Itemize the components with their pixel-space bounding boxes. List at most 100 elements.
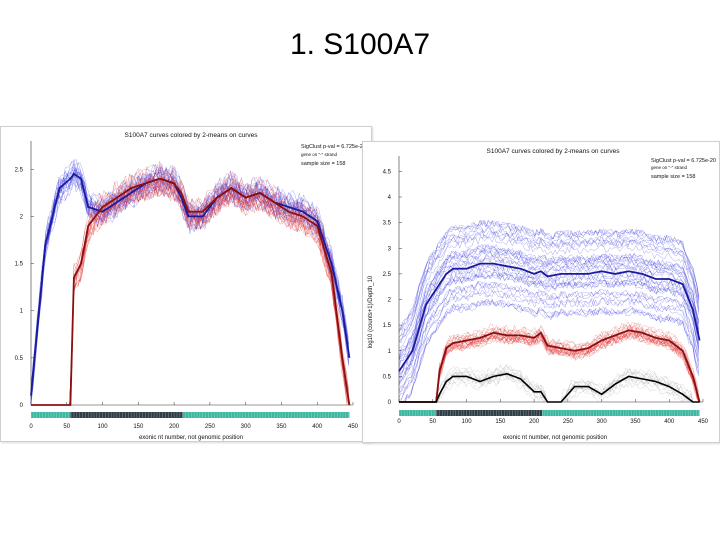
- sample-curve: [30, 159, 349, 381]
- sample-curve: [398, 271, 700, 386]
- x-axis-label: exonic nt number, not genomic position: [503, 435, 607, 441]
- sample-curve: [399, 332, 700, 403]
- sample-curve: [398, 227, 700, 339]
- sample-curve: [399, 333, 700, 403]
- sample-curve: [31, 185, 349, 406]
- exon-strip-segment: [399, 410, 437, 416]
- sample-curve: [31, 182, 349, 406]
- sample-curve: [30, 158, 349, 390]
- y-tick-label: 1: [20, 309, 24, 315]
- y-tick-label: 1.5: [15, 262, 24, 268]
- x-tick-label: 100: [462, 419, 473, 425]
- sample-curve: [31, 181, 349, 406]
- sample-curve: [398, 229, 700, 341]
- sample-curve: [30, 166, 349, 391]
- mean-curve: [399, 372, 700, 403]
- x-tick-label: 200: [529, 419, 540, 425]
- sample-curve: [398, 243, 700, 359]
- sample-curve: [398, 271, 700, 386]
- x-tick-label: 150: [495, 419, 506, 425]
- sample-curve: [398, 281, 700, 394]
- mean-curve: [31, 177, 351, 406]
- info-box: SigClust p-val = 6.725e-20 gene on "-" s…: [301, 144, 366, 167]
- sample-curve: [398, 267, 700, 380]
- info-box: SigClust p-val = 6.725e-20 gene on "-" s…: [651, 158, 716, 180]
- y-tick-label: 2.5: [383, 272, 392, 278]
- sample-curve: [399, 321, 700, 403]
- mean-curve: [30, 172, 351, 396]
- y-tick-label: 2.5: [15, 167, 24, 173]
- sample-curve: [398, 246, 700, 359]
- chart-left-svg: S100A7 curves colored by 2-means on curv…: [15, 132, 366, 441]
- y-tick-label: 2: [388, 298, 392, 304]
- y-tick-label: 0: [20, 403, 24, 409]
- sample-curve: [398, 254, 700, 369]
- x-tick-label: 50: [63, 424, 70, 430]
- sample-curve: [398, 281, 700, 393]
- sample-curve: [398, 250, 700, 361]
- exon-strip-segment: [436, 410, 543, 416]
- sample-curve: [398, 235, 700, 349]
- sample-curve: [398, 253, 700, 365]
- x-tick-label: 0: [397, 419, 401, 425]
- y-tick-label: 3: [388, 246, 392, 252]
- sample-curve: [31, 184, 349, 406]
- x-tick-label: 250: [563, 419, 574, 425]
- sample-curve: [399, 332, 700, 403]
- y-tick-label: 2: [20, 214, 24, 220]
- sample-curve: [398, 219, 700, 334]
- sample-curve: [398, 285, 700, 399]
- x-tick-label: 350: [276, 424, 287, 430]
- chart-panel-right: S100A7 curves colored by 2-means on curv…: [362, 141, 720, 443]
- sample-curve: [31, 186, 349, 406]
- sample-size-text: sample size = 158: [301, 161, 345, 167]
- mean-curve: [398, 262, 701, 372]
- sample-curve: [30, 172, 349, 397]
- sample-curve: [398, 225, 700, 337]
- exon-strip-segment: [182, 412, 350, 418]
- sample-curve: [398, 247, 700, 359]
- x-tick-label: 0: [29, 424, 33, 430]
- y-tick-label: 0.5: [15, 356, 24, 362]
- y-tick-label: 1.5: [383, 323, 392, 329]
- p-value-text: SigClust p-val = 6.725e-20: [651, 158, 716, 164]
- sample-curve: [398, 263, 700, 375]
- sample-curve: [30, 178, 349, 402]
- sample-curve: [30, 161, 349, 390]
- y-tick-label: 4.5: [383, 169, 392, 175]
- chart-panel-left: S100A7 curves colored by 2-means on curv…: [0, 126, 372, 442]
- sample-curve: [31, 164, 349, 406]
- sample-curve: [398, 220, 700, 332]
- y-tick-label: 0.5: [383, 374, 392, 380]
- sample-curve: [31, 167, 349, 406]
- x-tick-label: 350: [630, 419, 641, 425]
- sample-curve: [399, 299, 700, 403]
- chart-title: S100A7 curves colored by 2-means on curv…: [487, 148, 621, 155]
- sample-curve: [30, 180, 349, 406]
- sample-curve: [30, 173, 349, 403]
- x-tick-label: 50: [429, 419, 436, 425]
- sample-curve: [399, 299, 700, 403]
- sample-curve: [398, 262, 700, 375]
- sample-curve: [30, 175, 349, 404]
- exon-strip-segment: [542, 410, 700, 416]
- strand-text: gene on "-" strand: [301, 152, 337, 157]
- sample-curve: [399, 324, 700, 403]
- x-tick-label: 200: [169, 424, 180, 430]
- sample-curve: [399, 333, 700, 403]
- sample-curve: [398, 272, 700, 382]
- sample-curve: [31, 185, 349, 406]
- sample-curve: [398, 281, 700, 392]
- sample-curve: [399, 322, 700, 403]
- y-tick-label: 4: [388, 195, 392, 201]
- x-tick-label: 250: [205, 424, 216, 430]
- sample-curve: [398, 256, 700, 365]
- p-value-text: SigClust p-val = 6.725e-20: [301, 144, 366, 150]
- sample-curve: [398, 289, 700, 402]
- x-tick-label: 450: [348, 424, 359, 430]
- sample-curve: [398, 219, 700, 331]
- sample-curve: [399, 375, 699, 403]
- sample-curve: [399, 331, 700, 403]
- x-tick-label: 400: [312, 424, 323, 430]
- y-axis-label: log10 (counts+1)/Depth_10: [368, 275, 374, 348]
